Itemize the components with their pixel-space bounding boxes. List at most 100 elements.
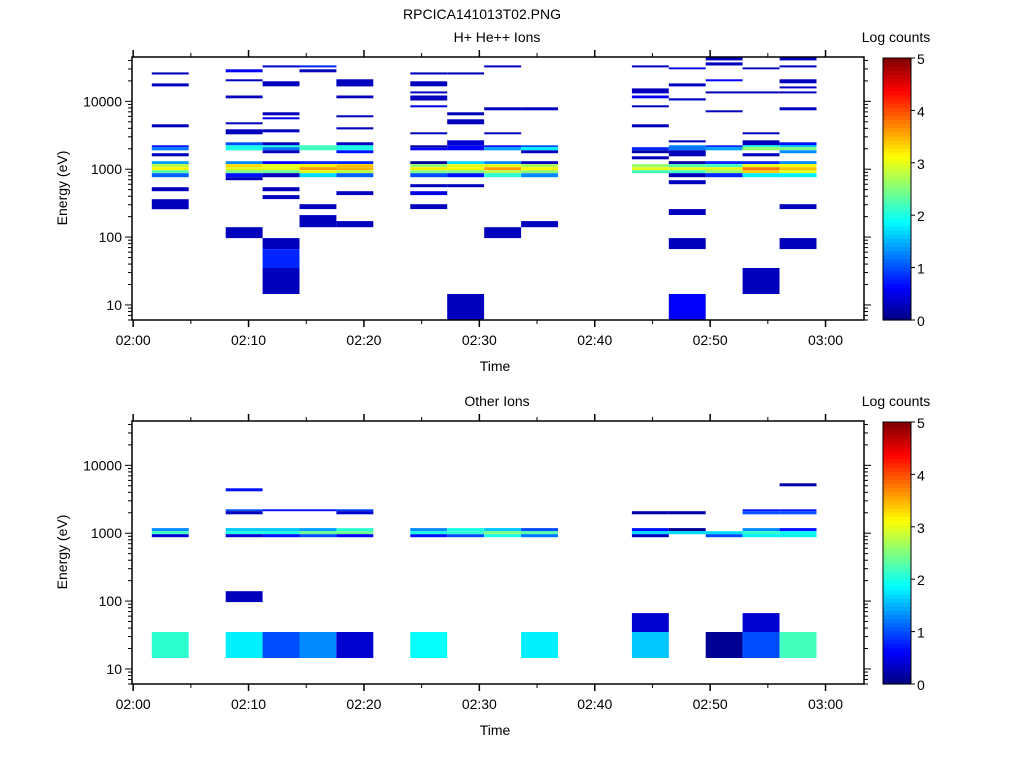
spectrogram-cell <box>151 161 189 164</box>
colorbar-segment <box>883 467 911 472</box>
spectrogram-cell <box>225 69 263 73</box>
colorbar-segment <box>883 520 911 525</box>
colorbar-segment <box>883 565 911 570</box>
spectrogram-cell <box>742 528 780 532</box>
spectrogram-cell <box>668 67 706 70</box>
colorbar-segment <box>883 422 911 427</box>
spectrogram-cell <box>742 145 780 148</box>
colorbar-segment <box>883 307 911 313</box>
spectrogram-cell <box>742 67 780 70</box>
spectrogram-cell <box>484 227 522 239</box>
colorbar-segment <box>883 94 911 100</box>
colorbar-segment <box>883 295 911 301</box>
spectrogram-cell <box>779 528 817 532</box>
colorbar-segment <box>883 434 911 439</box>
spectrogram-cell <box>410 72 448 75</box>
colorbar-segment <box>883 524 911 530</box>
spectrogram-cell <box>299 534 337 538</box>
spectrogram-cell <box>299 528 337 532</box>
spectrogram-cell <box>299 170 337 174</box>
spectrogram-cell <box>484 173 522 178</box>
colorbar-segment <box>883 274 911 280</box>
spectrogram-cell <box>447 170 485 174</box>
colorbar-segment <box>883 62 911 67</box>
spectrogram-cell <box>262 170 300 174</box>
spectrogram-cell <box>299 173 337 178</box>
spectrogram-cell <box>521 107 558 111</box>
colorbar-segment <box>883 450 911 456</box>
spectrogram-cell <box>225 164 263 168</box>
y-tick-label: 100 <box>99 229 123 245</box>
spectrogram-cell <box>336 531 374 535</box>
colorbar-segment <box>883 426 911 431</box>
colorbar-segment <box>883 614 911 620</box>
spectrogram-cell <box>262 528 300 532</box>
spectrogram-cell <box>631 147 669 151</box>
colorbar-segment <box>883 602 911 607</box>
colorbar-segment <box>883 503 911 509</box>
colorbar-segment <box>883 189 911 194</box>
spectrogram-cell <box>668 161 706 164</box>
spectrogram-cell <box>742 613 780 633</box>
colorbar-segment <box>883 544 911 550</box>
spectrogram-cell <box>521 528 558 532</box>
spectrogram-cell <box>705 62 743 66</box>
plot-frame <box>131 420 865 685</box>
colorbar-segment <box>883 479 911 484</box>
spectrogram-cell <box>779 91 817 94</box>
spectrogram-cell <box>521 170 558 174</box>
spectrogram-cell <box>447 534 485 538</box>
spectrogram-cell <box>262 142 300 146</box>
colorbar-segment <box>883 160 911 166</box>
spectrogram-cell <box>668 531 706 535</box>
colorbar-tick-label: 2 <box>917 572 925 588</box>
colorbar-segment <box>883 184 911 190</box>
spectrogram-cell <box>668 238 706 250</box>
colorbar-segment <box>883 540 911 546</box>
colorbar-segment <box>883 622 911 628</box>
spectrogram-cell <box>631 170 669 174</box>
spectrogram-cell <box>151 124 189 128</box>
colorbar-segment <box>883 471 911 476</box>
spectrogram-cell <box>779 57 817 61</box>
spectrogram-cell <box>631 156 669 160</box>
spectrogram-cell <box>336 115 374 118</box>
colorbar-segment <box>883 438 911 444</box>
spectrogram-cell <box>151 153 189 157</box>
spectrogram-cell <box>447 531 485 535</box>
spectrogram-cell <box>151 632 189 658</box>
spectrogram-cell <box>225 142 263 146</box>
colorbar-segment <box>883 659 911 665</box>
colorbar-tick-label: 5 <box>917 415 925 431</box>
spectrogram-cell <box>742 91 780 94</box>
spectrogram-cell <box>410 531 448 535</box>
colorbar-segment <box>883 168 911 174</box>
spectrogram-cell <box>410 161 448 164</box>
spectrogram-cell <box>668 173 706 178</box>
spectrogram-cell <box>742 632 780 658</box>
spectrogram-cell <box>631 65 669 68</box>
spectrogram-cell <box>779 161 817 164</box>
spectrogram-cell <box>521 534 558 538</box>
colorbar-segment <box>883 491 911 497</box>
spectrogram-cell <box>336 509 374 512</box>
spectrogram-cell <box>779 107 817 111</box>
colorbar-segment <box>883 78 911 84</box>
colorbar-segment <box>883 315 911 321</box>
spectrogram-cell <box>151 147 189 151</box>
x-tick-label: 02:40 <box>577 332 612 348</box>
spectrogram-cell <box>447 161 485 164</box>
spectrogram-cell <box>521 531 558 535</box>
y-tick-label: 10000 <box>83 457 122 473</box>
colorbar-segment <box>883 299 911 305</box>
spectrogram-cell <box>668 180 706 185</box>
spectrogram-cell <box>631 88 669 94</box>
spectrogram-cell <box>484 167 522 171</box>
colorbar-label: Log counts <box>862 393 931 409</box>
spectrogram-cell <box>299 531 337 535</box>
panel-title: Other Ions <box>464 393 529 409</box>
spectrogram-cell <box>299 161 337 164</box>
spectrogram-cell <box>262 147 300 151</box>
spectrogram-cell <box>631 124 669 128</box>
